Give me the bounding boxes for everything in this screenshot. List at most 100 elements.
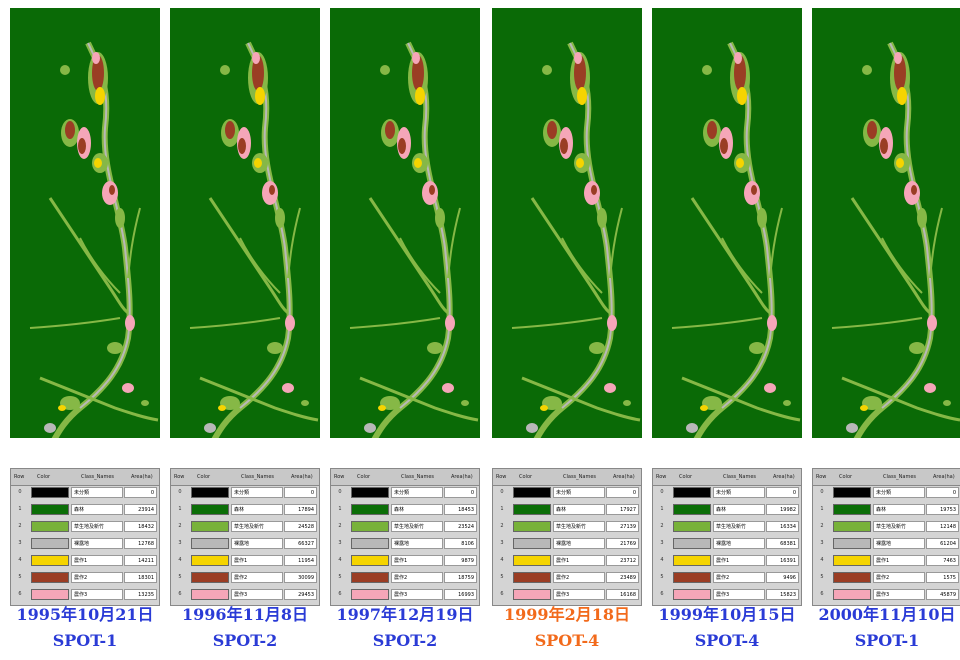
legend-class-name: 農作2 [873, 572, 925, 583]
satellite-name: SPOT-1 [854, 631, 920, 650]
panel-caption: 1996年11月8日 SPOT-2 [160, 602, 330, 654]
panel-caption: 1997年12月19日 SPOT-2 [320, 602, 490, 654]
legend-header-row: Row [656, 474, 667, 480]
legend-header-area: Area(ha) [131, 474, 153, 480]
legend-class-name: 裸露地 [553, 538, 605, 549]
panel-6: Row Color Class_Names Area(ha) 0 未分類 0 1 森林 19753… [812, 8, 960, 658]
legend-area-value: 0 [124, 487, 157, 498]
legend-row: 3 裸露地 12768 [11, 537, 159, 550]
legend-header-area: Area(ha) [613, 474, 635, 480]
legend-header-row: Row [334, 474, 345, 480]
legend-header-color: Color [37, 474, 51, 480]
legend-area-value: 13235 [124, 589, 157, 600]
legend-class-name: 森林 [71, 504, 123, 515]
legend-row: 3 裸露地 21769 [493, 537, 641, 550]
legend-color-swatch [833, 538, 871, 549]
legend-header-class-names: Class_Names [401, 474, 435, 480]
legend-row-number: 6 [18, 591, 22, 597]
legend-header-area: Area(ha) [291, 474, 313, 480]
acquisition-date: 1995年10月21日 [16, 605, 154, 624]
legend-class-name: 裸露地 [71, 538, 123, 549]
satellite-name: SPOT-4 [694, 631, 760, 650]
legend-area-value: 12148 [926, 521, 959, 532]
legend-color-swatch [191, 572, 229, 583]
panel-4: Row Color Class_Names Area(ha) 0 未分類 0 1 森林 17927… [492, 8, 642, 658]
legend-area-value: 16391 [766, 555, 799, 566]
legend-color-swatch [513, 555, 551, 566]
legend-area-value: 0 [444, 487, 477, 498]
legend-row: 2 草生地及新竹 18432 [11, 520, 159, 533]
legend-header-color: Color [197, 474, 211, 480]
legend-row-number: 1 [660, 506, 664, 512]
legend-color-swatch [833, 555, 871, 566]
legend-row: 5 農作2 18759 [331, 571, 479, 584]
legend-color-swatch [351, 538, 389, 549]
legend-area-value: 23914 [124, 504, 157, 515]
legend-header-class-names: Class_Names [883, 474, 917, 480]
legend-class-name: 森林 [553, 504, 605, 515]
legend-row-number: 5 [500, 574, 504, 580]
legend-header-area: Area(ha) [451, 474, 473, 480]
legend-row-number: 0 [820, 489, 824, 495]
legend-class-name: 草生地及新竹 [713, 521, 765, 532]
legend-color-swatch [191, 538, 229, 549]
legend-color-swatch [833, 521, 871, 532]
legend-header-color: Color [679, 474, 693, 480]
acquisition-date: 1996年11月8日 [182, 605, 308, 624]
legend-row-number: 2 [18, 523, 22, 529]
legend-area-value: 16334 [766, 521, 799, 532]
legend-area-value: 66327 [284, 538, 317, 549]
legend-class-name: 草生地及新竹 [553, 521, 605, 532]
classification-map [652, 8, 802, 438]
legend-class-name: 農作2 [231, 572, 283, 583]
legend-row-number: 2 [338, 523, 342, 529]
legend-header-row: Row [14, 474, 25, 480]
legend-area-value: 21769 [606, 538, 639, 549]
class-legend-table: Row Color Class_Names Area(ha) 0 未分類 0 1 森林 19753… [812, 468, 960, 606]
legend-row: 3 裸露地 66327 [171, 537, 319, 550]
legend-row-number: 3 [338, 540, 342, 546]
legend-class-name: 草生地及新竹 [71, 521, 123, 532]
legend-row: 1 森林 17894 [171, 503, 319, 516]
classification-map [10, 8, 160, 438]
legend-row-number: 0 [338, 489, 342, 495]
legend-header-area: Area(ha) [933, 474, 955, 480]
legend-class-name: 裸露地 [713, 538, 765, 549]
legend-class-name: 森林 [713, 504, 765, 515]
legend-row: 5 農作2 18301 [11, 571, 159, 584]
legend-row-number: 4 [18, 557, 22, 563]
legend-area-value: 18301 [124, 572, 157, 583]
legend-area-value: 7463 [926, 555, 959, 566]
legend-row: 0 未分類 0 [171, 486, 319, 499]
legend-row-number: 3 [660, 540, 664, 546]
legend-color-swatch [31, 589, 69, 600]
legend-area-value: 16168 [606, 589, 639, 600]
legend-row: 4 農作1 7463 [813, 554, 960, 567]
legend-class-name: 農作2 [553, 572, 605, 583]
legend-class-name: 農作3 [713, 589, 765, 600]
legend-row-number: 3 [178, 540, 182, 546]
legend-row: 3 裸露地 8106 [331, 537, 479, 550]
legend-row-number: 1 [18, 506, 22, 512]
legend-row-number: 6 [820, 591, 824, 597]
legend-row: 0 未分類 0 [493, 486, 641, 499]
panel-1: Row Color Class_Names Area(ha) 0 未分類 0 1 森林 23914… [10, 8, 160, 658]
legend-row-number: 2 [500, 523, 504, 529]
legend-row-number: 2 [660, 523, 664, 529]
legend-area-value: 45879 [926, 589, 959, 600]
legend-color-swatch [351, 504, 389, 515]
legend-row: 1 森林 19753 [813, 503, 960, 516]
panel-caption: 2000年11月10日 SPOT-1 [802, 602, 960, 654]
legend-row-number: 3 [820, 540, 824, 546]
legend-class-name: 未分類 [713, 487, 765, 498]
legend-color-swatch [673, 487, 711, 498]
legend-color-swatch [673, 504, 711, 515]
legend-row: 6 農作3 16168 [493, 588, 641, 601]
legend-row: 2 草生地及新竹 12148 [813, 520, 960, 533]
legend-area-value: 16993 [444, 589, 477, 600]
legend-header-class-names: Class_Names [563, 474, 597, 480]
legend-header-area: Area(ha) [773, 474, 795, 480]
acquisition-date: 1999年10月15日 [658, 605, 796, 624]
legend-row-number: 6 [178, 591, 182, 597]
legend-header-class-names: Class_Names [241, 474, 275, 480]
